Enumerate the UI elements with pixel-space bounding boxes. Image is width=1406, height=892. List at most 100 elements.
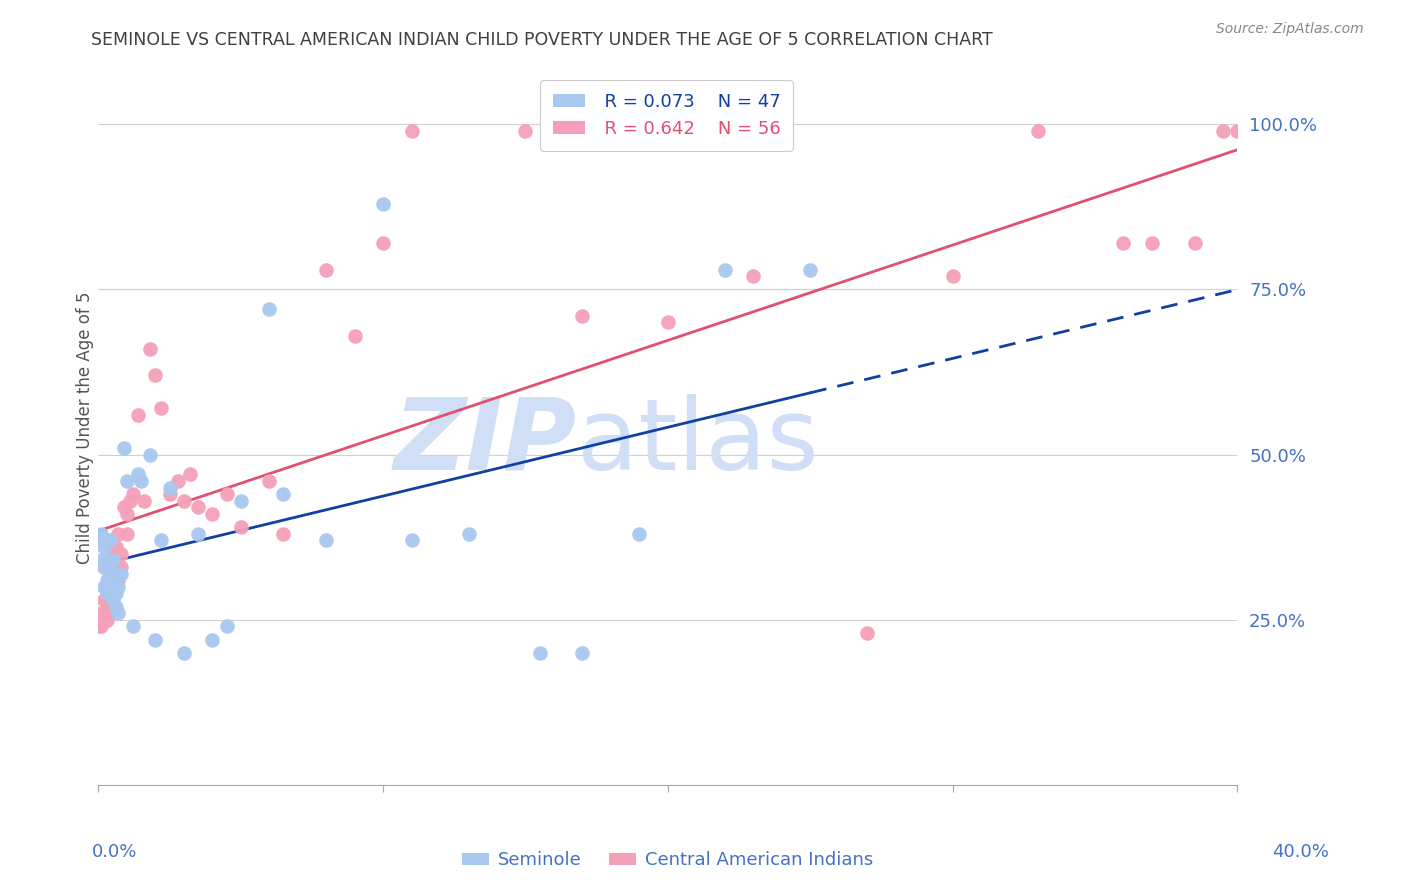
Point (104, 599, 127, 614)
Point (96, 553, 118, 567)
Point (179, 467, 201, 482)
Point (96, 586, 118, 600)
Point (138, 448, 160, 462)
Point (343, 328, 366, 343)
Point (98, 533, 121, 548)
Point (104, 560, 127, 574)
Point (129, 474, 152, 488)
Point (110, 566, 132, 581)
Point (101, 580, 124, 594)
Point (96, 593, 118, 607)
Point (401, 533, 423, 548)
Point (101, 566, 124, 581)
Point (1212, 124, 1234, 138)
Point (167, 474, 190, 488)
Point (942, 269, 965, 284)
Point (104, 586, 127, 600)
Point (107, 606, 129, 620)
Point (96, 573, 118, 587)
Point (273, 527, 295, 541)
Text: Source: ZipAtlas.com: Source: ZipAtlas.com (1216, 22, 1364, 37)
Point (93, 540, 115, 554)
Point (1184, 236, 1206, 251)
Point (529, 646, 551, 660)
Point (856, 626, 879, 640)
Text: 0.0%: 0.0% (91, 843, 136, 861)
Point (112, 441, 135, 455)
Legend: Seminole, Central American Indians: Seminole, Central American Indians (456, 844, 880, 876)
Point (104, 540, 127, 554)
Point (315, 262, 337, 277)
Point (173, 646, 195, 660)
Y-axis label: Child Poverty Under the Age of 5: Child Poverty Under the Age of 5 (76, 292, 94, 565)
Point (110, 560, 132, 574)
Point (215, 619, 238, 633)
Point (1112, 236, 1135, 251)
Point (742, 269, 765, 284)
Point (98, 586, 121, 600)
Point (799, 262, 821, 277)
Point (112, 500, 135, 515)
Point (107, 573, 129, 587)
Point (87, 619, 110, 633)
Point (138, 342, 160, 356)
Point (187, 500, 209, 515)
Point (93, 560, 115, 574)
Point (1226, 124, 1249, 138)
Point (201, 632, 224, 647)
Point (107, 527, 129, 541)
Point (98, 593, 121, 607)
Point (96, 606, 118, 620)
Point (93, 560, 115, 574)
Point (714, 262, 737, 277)
Point (628, 527, 651, 541)
Point (657, 315, 679, 329)
Point (101, 553, 124, 567)
Text: ZIP: ZIP (394, 394, 576, 491)
Point (96, 613, 118, 627)
Point (121, 619, 143, 633)
Point (571, 309, 593, 323)
Point (150, 401, 173, 416)
Point (373, 196, 395, 211)
Point (101, 593, 124, 607)
Point (159, 481, 181, 495)
Point (121, 487, 143, 501)
Point (98, 606, 121, 620)
Point (373, 236, 395, 251)
Point (259, 302, 281, 317)
Point (90, 606, 112, 620)
Point (145, 632, 167, 647)
Point (110, 547, 132, 561)
Point (90, 553, 112, 567)
Point (457, 527, 479, 541)
Point (201, 507, 224, 521)
Point (187, 527, 209, 541)
Point (229, 520, 252, 534)
Point (127, 467, 149, 482)
Point (215, 487, 238, 501)
Point (132, 493, 155, 508)
Point (315, 533, 337, 548)
Point (159, 487, 181, 501)
Point (98, 547, 121, 561)
Point (93, 593, 115, 607)
Point (98, 566, 121, 581)
Point (118, 493, 141, 508)
Point (515, 124, 537, 138)
Point (93, 580, 115, 594)
Point (96, 533, 118, 548)
Point (90, 619, 112, 633)
Point (259, 474, 281, 488)
Point (145, 368, 167, 383)
Point (150, 533, 173, 548)
Text: 40.0%: 40.0% (1272, 843, 1329, 861)
Point (273, 487, 295, 501)
Point (1026, 124, 1049, 138)
Point (87, 533, 110, 548)
Point (107, 580, 129, 594)
Point (90, 527, 112, 541)
Text: atlas: atlas (576, 394, 818, 491)
Point (101, 566, 124, 581)
Text: SEMINOLE VS CENTRAL AMERICAN INDIAN CHILD POVERTY UNDER THE AGE OF 5 CORRELATION: SEMINOLE VS CENTRAL AMERICAN INDIAN CHIL… (91, 31, 993, 49)
